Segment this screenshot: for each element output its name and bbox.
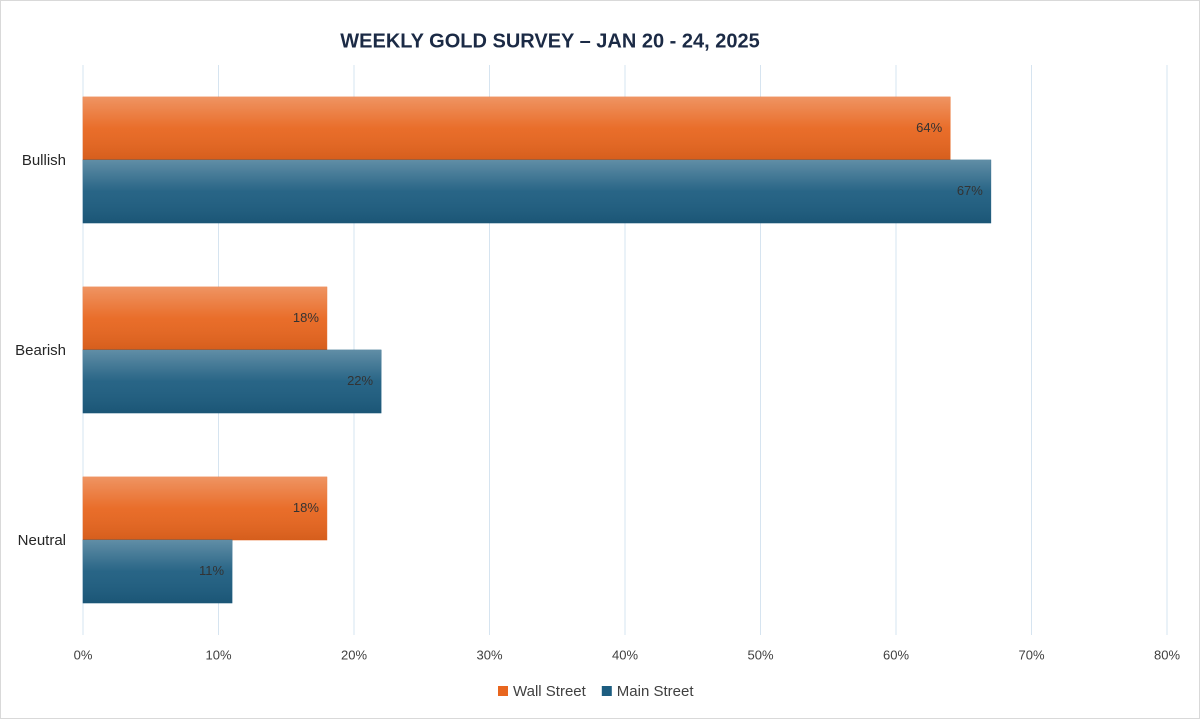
bar-sheen bbox=[83, 350, 382, 413]
y-tick-label: Bearish bbox=[15, 342, 66, 359]
x-tick-label: 70% bbox=[1018, 647, 1044, 662]
x-tick-label: 30% bbox=[476, 647, 502, 662]
chart-title: WEEKLY GOLD SURVEY – JAN 20 - 24, 2025 bbox=[340, 30, 759, 52]
legend-label: Wall Street bbox=[513, 683, 587, 700]
y-tick-label: Bullish bbox=[22, 152, 66, 169]
y-tick-label: Neutral bbox=[18, 532, 66, 549]
legend-swatch bbox=[498, 686, 508, 696]
bar-sheen bbox=[83, 477, 327, 540]
x-tick-label: 20% bbox=[341, 647, 367, 662]
data-label: 64% bbox=[916, 120, 942, 135]
bar-sheen bbox=[83, 540, 233, 603]
bar-sheen bbox=[83, 287, 327, 350]
data-label: 11% bbox=[199, 563, 224, 578]
x-tick-label: 40% bbox=[612, 647, 638, 662]
legend-swatch bbox=[601, 686, 612, 696]
x-tick-label: 10% bbox=[205, 647, 231, 662]
data-label: 67% bbox=[957, 183, 983, 198]
x-tick-label: 50% bbox=[747, 647, 773, 662]
data-label: 18% bbox=[293, 500, 319, 515]
data-label: 18% bbox=[293, 310, 319, 325]
legend-label: Main Street bbox=[617, 683, 695, 700]
x-tick-label: 60% bbox=[883, 647, 909, 662]
bar-sheen bbox=[83, 97, 951, 160]
bar-sheen bbox=[83, 160, 991, 223]
x-tick-label: 80% bbox=[1154, 647, 1180, 662]
data-label: 22% bbox=[347, 373, 373, 388]
x-tick-label: 0% bbox=[74, 647, 93, 662]
